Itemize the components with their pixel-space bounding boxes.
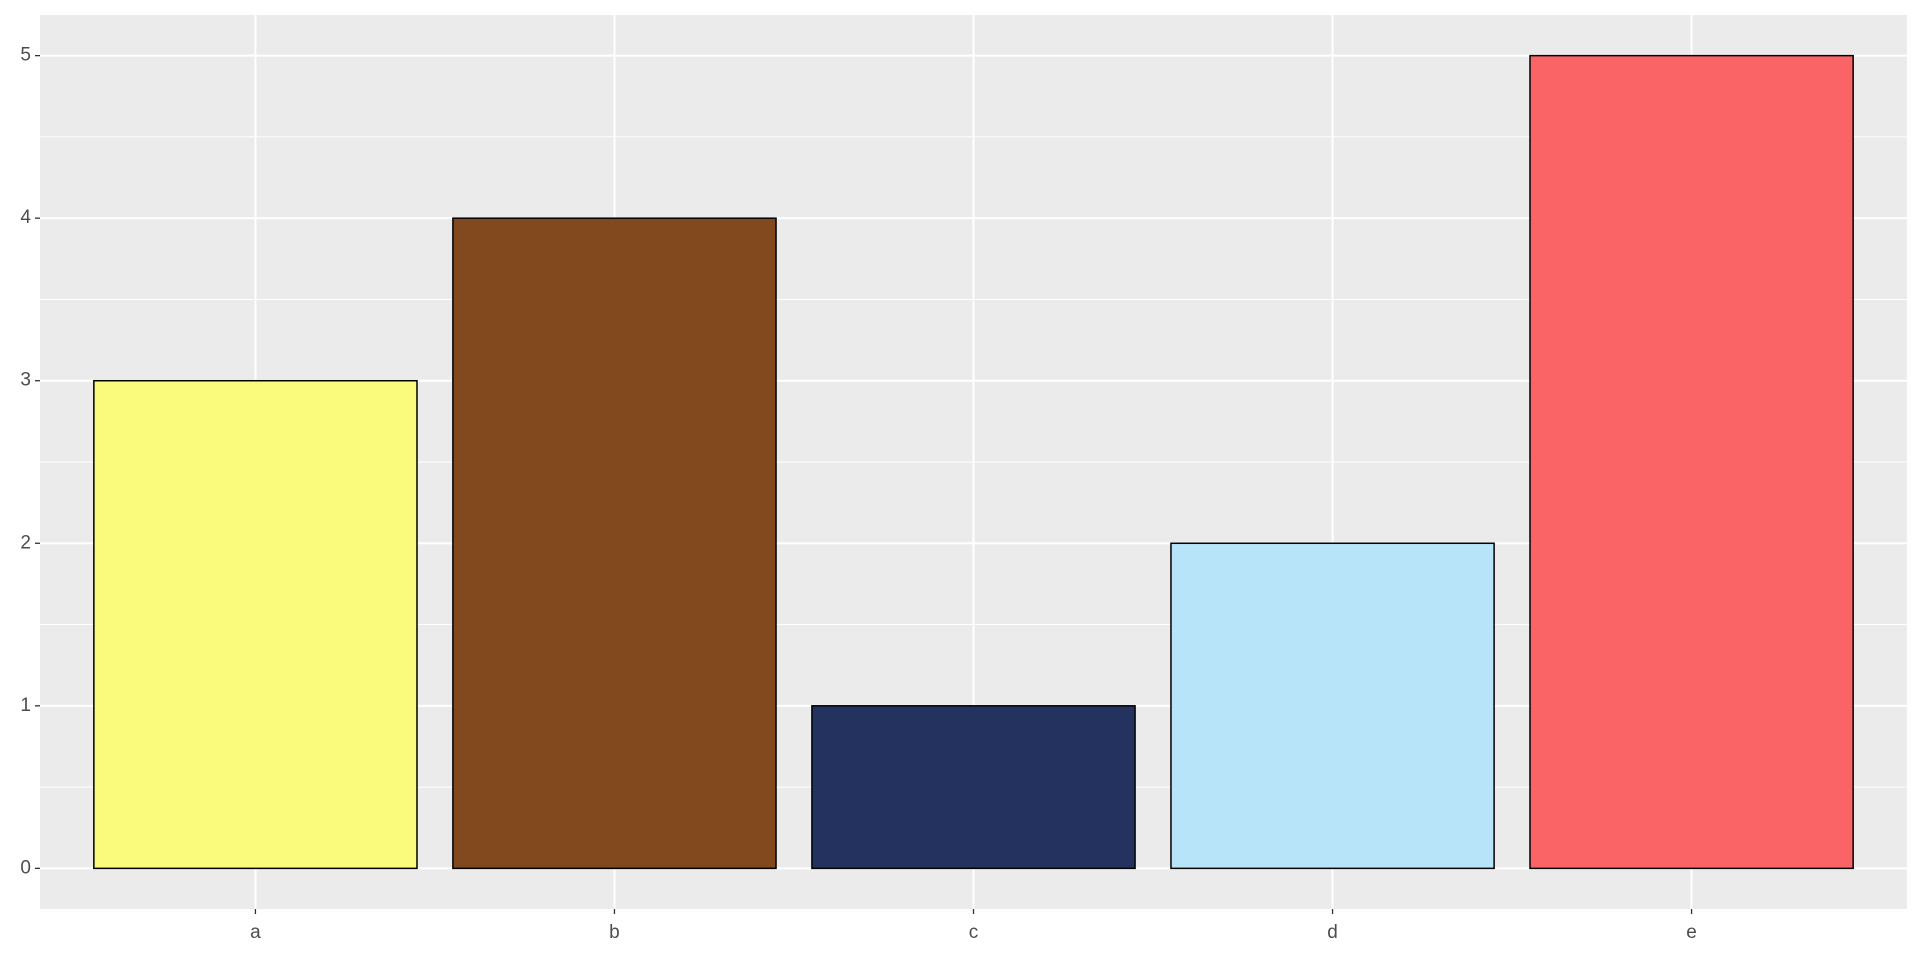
bar	[93, 379, 418, 870]
y-tick-label: 2	[20, 532, 31, 553]
y-tick-label: 4	[20, 207, 31, 228]
x-tick-label: a	[250, 922, 261, 943]
y-tick-label: 5	[20, 45, 31, 66]
bar	[452, 217, 777, 870]
x-tick-label: d	[1327, 922, 1338, 943]
bar	[1529, 54, 1854, 870]
x-tick-label: b	[609, 922, 620, 943]
bar	[1170, 542, 1495, 870]
bar	[811, 705, 1136, 870]
y-tick-label: 3	[20, 370, 31, 391]
y-tick-label: 1	[20, 695, 31, 716]
x-tick-label: c	[969, 922, 979, 943]
y-tick-label: 0	[20, 857, 31, 878]
x-tick-label: e	[1686, 922, 1697, 943]
